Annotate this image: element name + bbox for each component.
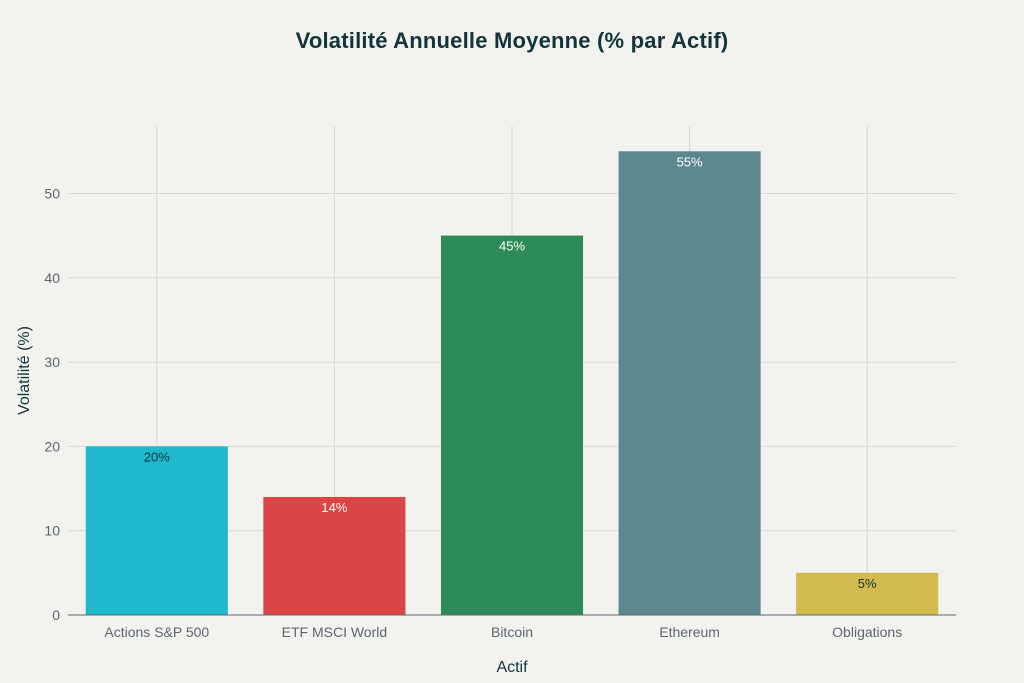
bar <box>618 151 761 616</box>
chart-title: Volatilité Annuelle Moyenne (% par Actif… <box>295 28 729 53</box>
x-tick-label: Ethereum <box>659 624 720 640</box>
bar <box>263 496 406 615</box>
y-axis-title: Volatilité (%) <box>16 326 33 415</box>
y-tick-label: 30 <box>44 354 60 370</box>
x-axis-title: Actif <box>496 659 528 676</box>
bar-data-label: 14% <box>321 500 347 515</box>
bar <box>796 572 939 615</box>
x-tick-label: ETF MSCI World <box>282 624 388 640</box>
y-tick-label: 10 <box>44 523 60 539</box>
y-tick-label: 20 <box>44 438 60 454</box>
data-labels: 20% 14% 45% 55% 5% <box>144 154 877 591</box>
y-tick-label: 0 <box>52 607 60 623</box>
bar-data-label: 20% <box>144 449 170 464</box>
y-tick-label: 50 <box>44 185 60 201</box>
bars <box>85 151 939 616</box>
x-tick-label: Obligations <box>832 624 902 640</box>
x-tick-label: Bitcoin <box>491 624 533 640</box>
bar <box>440 235 584 615</box>
bar <box>85 446 228 615</box>
bar-data-label: 5% <box>858 576 877 591</box>
bar-data-label: 55% <box>677 154 703 169</box>
x-tick-label: Actions S&P 500 <box>104 624 209 640</box>
axes: 0 10 20 30 40 50 Actions S&P 500 ETF MSCI World… <box>44 185 956 640</box>
y-tick-label: 40 <box>44 270 60 286</box>
bar-data-label: 45% <box>499 239 525 254</box>
